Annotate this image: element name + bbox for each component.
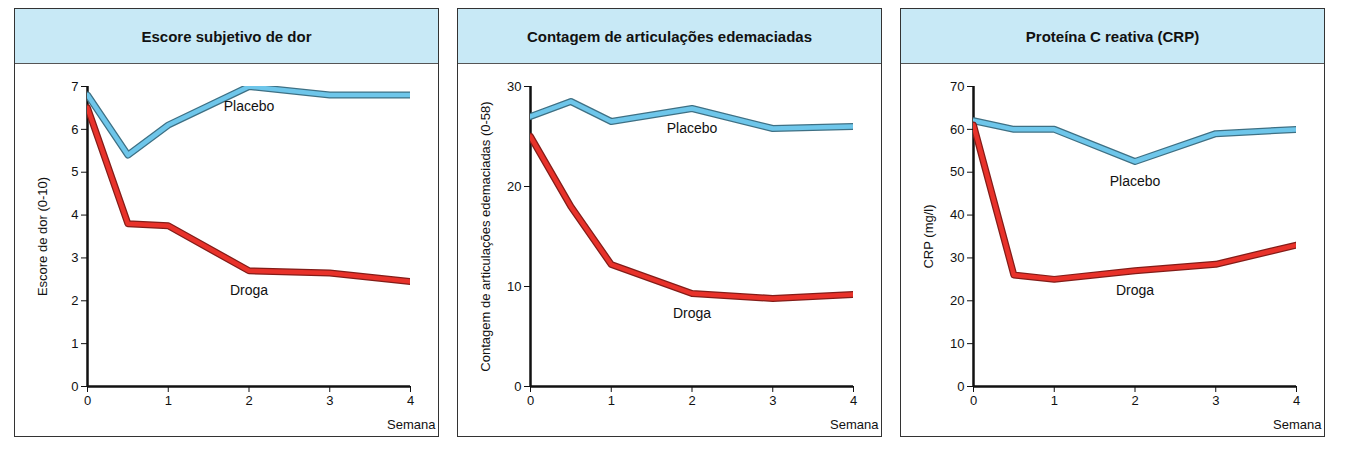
svg-text:Droga: Droga [673,305,711,321]
svg-text:3: 3 [769,393,776,408]
svg-text:Droga: Droga [230,282,268,298]
svg-text:0: 0 [527,393,534,408]
svg-text:30: 30 [950,250,964,265]
svg-text:0: 0 [957,379,964,394]
svg-text:50: 50 [950,164,964,179]
svg-text:1: 1 [71,336,78,351]
svg-text:7: 7 [71,79,78,94]
svg-text:1: 1 [1051,393,1058,408]
svg-text:CRP (mg/l): CRP (mg/l) [921,204,936,268]
svg-text:0: 0 [970,393,977,408]
svg-text:3: 3 [71,250,78,265]
svg-text:Placebo: Placebo [224,98,275,114]
svg-text:5: 5 [71,164,78,179]
svg-text:2: 2 [1131,393,1138,408]
svg-text:1: 1 [608,393,615,408]
svg-text:6: 6 [71,122,78,137]
svg-text:Contagem de articulações edema: Contagem de articulações edemaciadas (0-… [478,101,493,371]
svg-text:Semana: Semana [387,417,436,432]
svg-text:30: 30 [507,79,521,94]
html-text:Proteína C reativa (CRP): Proteína C reativa (CRP) [1025,27,1200,45]
svg-text:2: 2 [245,393,252,408]
svg-text:20: 20 [507,179,521,194]
svg-text:4: 4 [71,207,78,222]
svg-text:Placebo: Placebo [1110,173,1161,189]
svg-text:3: 3 [326,393,333,408]
svg-text:4: 4 [850,393,857,408]
svg-text:3: 3 [1212,393,1219,408]
svg-text:Droga: Droga [1116,282,1154,298]
svg-text:Escore de dor (0-10): Escore de dor (0-10) [35,177,50,296]
svg-text:1: 1 [165,393,172,408]
svg-text:Semana: Semana [830,417,879,432]
html-text:Contagem de articulações edema: Contagem de articulações edemaciadas [526,27,813,45]
svg-text:2: 2 [688,393,695,408]
svg-text:0: 0 [514,379,521,394]
svg-text:70: 70 [950,79,964,94]
svg-text:20: 20 [950,293,964,308]
svg-text:10: 10 [950,336,964,351]
html-text:Escore subjetivo de dor: Escore subjetivo de dor [141,27,312,45]
svg-text:0: 0 [71,379,78,394]
svg-text:4: 4 [1293,393,1300,408]
svg-text:40: 40 [950,207,964,222]
svg-text:4: 4 [407,393,414,408]
svg-text:0: 0 [84,393,91,408]
svg-text:Semana: Semana [1273,417,1322,432]
svg-text:60: 60 [950,122,964,137]
svg-text:10: 10 [507,279,521,294]
svg-text:2: 2 [71,293,78,308]
svg-text:Placebo: Placebo [667,120,718,136]
